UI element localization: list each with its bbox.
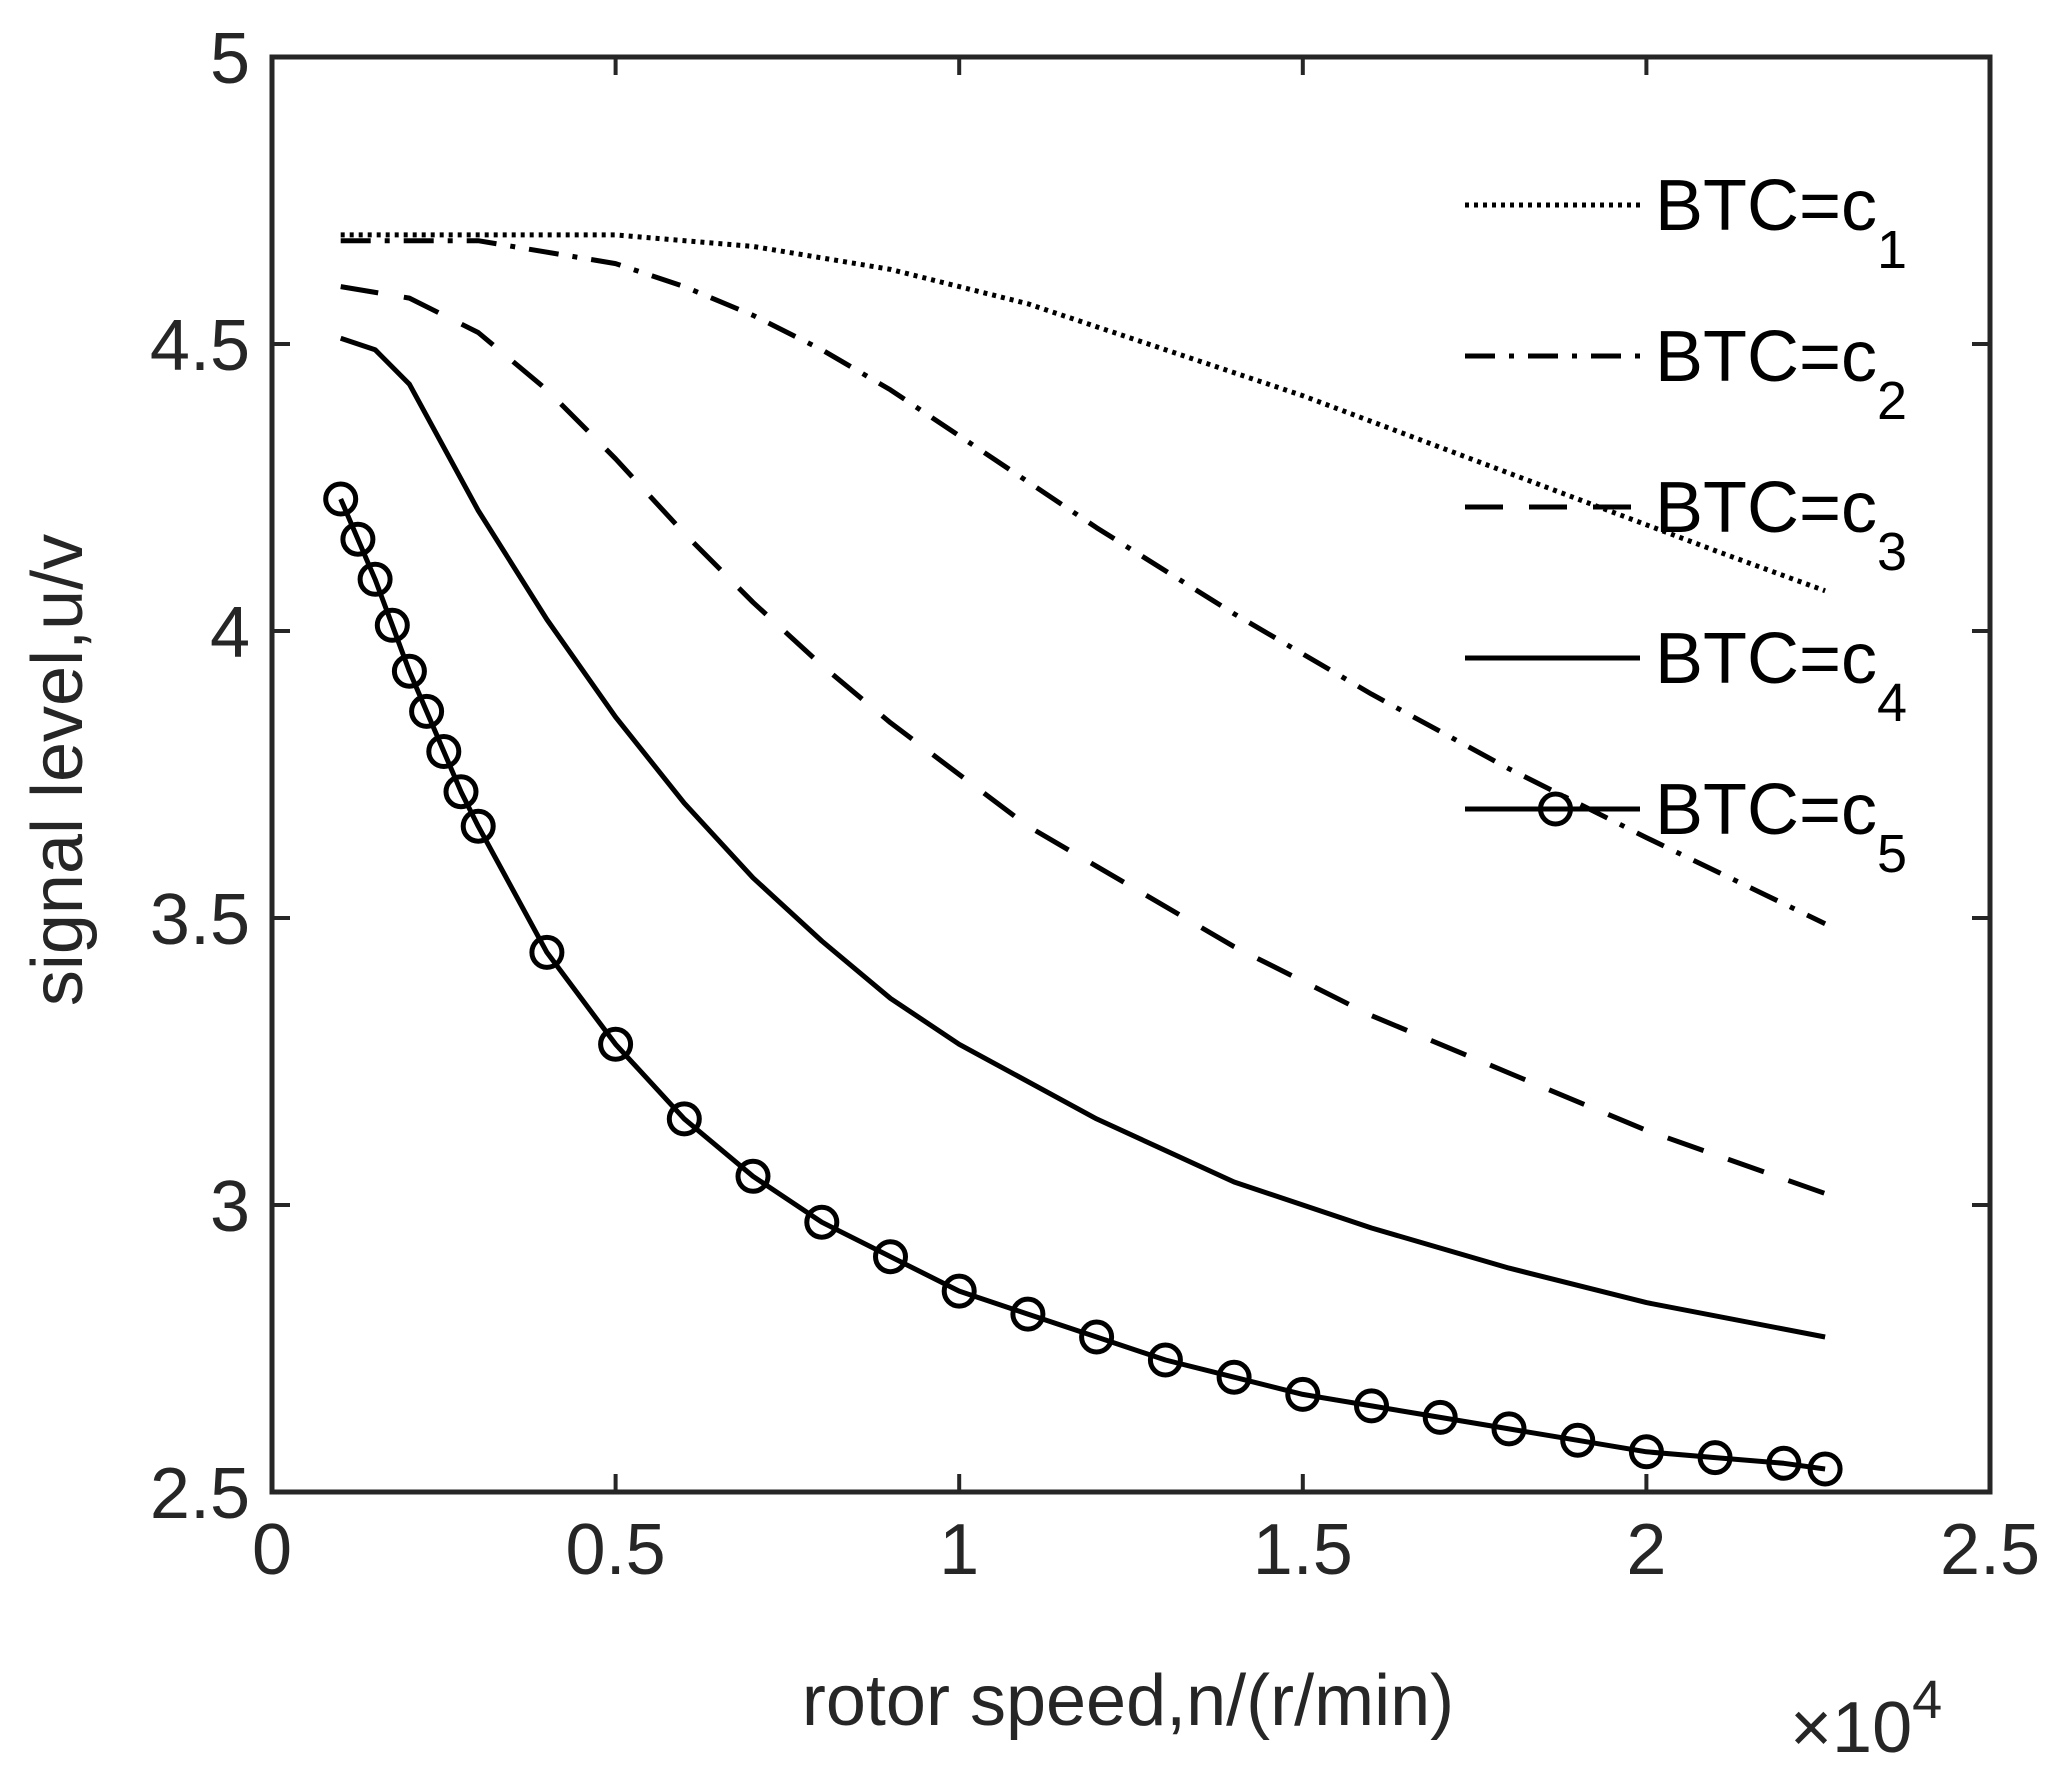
legend-label-4: BTC=c4: [1655, 619, 1907, 733]
legend-label-subscript: 4: [1877, 673, 1907, 733]
legend-marker-5: [1538, 791, 1573, 827]
legend-label-subscript: 1: [1877, 220, 1907, 280]
series-5-marker: [735, 1158, 771, 1194]
series-5-marker: [1560, 1422, 1596, 1458]
series-5-marker: [374, 607, 410, 643]
legend-label-main: BTC=c: [1655, 770, 1877, 850]
series-5-marker: [666, 1101, 702, 1137]
series-line-1: [340, 232, 1826, 594]
series-5-marker: [598, 1026, 634, 1062]
legend-label-3: BTC=c3: [1655, 468, 1907, 582]
y-tick-label: 3.5: [150, 880, 250, 960]
legend-label-main: BTC=c: [1655, 619, 1877, 699]
series-5-marker: [340, 521, 376, 557]
axes-layer: 0 0.5 1 1.5 2 2.5 2.5 3 3.5 4 4.5 5: [150, 19, 2040, 1590]
legend-label-main: BTC=c: [1655, 317, 1877, 397]
series-5-marker: [1354, 1388, 1389, 1424]
legend-label-main: BTC=c: [1655, 468, 1877, 548]
x-tick-label: 1: [939, 1510, 979, 1590]
series-5-marker: [529, 934, 565, 970]
y-tick-label: 4: [210, 593, 250, 673]
series-5-marker: [1807, 1451, 1843, 1487]
legend-label-1: BTC=c1: [1655, 166, 1907, 280]
series-layer: [323, 232, 1843, 1487]
series-5-marker: [804, 1204, 840, 1240]
series-5-marker: [1216, 1359, 1252, 1395]
plot-frame-fill: [272, 57, 1990, 1492]
series-5-marker: [391, 653, 427, 689]
x-axis-label: rotor speed,n/(r/min): [802, 1661, 1454, 1741]
series-5-marker: [460, 808, 496, 844]
series-5-marker: [1628, 1434, 1664, 1470]
x-tick-label: 0: [252, 1510, 292, 1590]
legend-label-subscript: 5: [1877, 824, 1907, 884]
series-5-marker: [323, 481, 359, 517]
series-5-marker: [873, 1239, 908, 1275]
series-5-marker: [1079, 1319, 1115, 1355]
x-tick-label: 1.5: [1253, 1510, 1353, 1590]
series-5-marker: [1422, 1399, 1458, 1435]
y-tick-label: 3: [210, 1167, 250, 1247]
y-axis-label: signal level,u/v: [18, 534, 98, 1006]
x-tick-label: 2: [1626, 1510, 1666, 1590]
legend-label-2: BTC=c2: [1655, 317, 1907, 431]
y-tick-label: 4.5: [150, 306, 250, 386]
series-5-marker: [1010, 1296, 1046, 1332]
x-axis-exponent-base: ×10: [1790, 1688, 1912, 1768]
series-5-marker: [941, 1273, 977, 1309]
series-5-marker: [357, 561, 393, 597]
series-5-marker: [1147, 1342, 1183, 1378]
series-line-2: [340, 238, 1827, 926]
series-5-marker: [1697, 1440, 1733, 1476]
series-5-marker: [1285, 1376, 1321, 1412]
legend-label-5: BTC=c5: [1655, 770, 1907, 884]
x-axis-exponent-power: 4: [1912, 1670, 1942, 1730]
x-tick-label: 2.5: [1940, 1510, 2040, 1590]
x-tick-label: 0.5: [566, 1510, 666, 1590]
legend-label-subscript: 3: [1877, 522, 1907, 582]
y-tick-label: 5: [210, 19, 250, 99]
series-line-4: [339, 335, 1826, 1340]
series-line-3: [340, 284, 1826, 1196]
series-5-marker: [1766, 1445, 1802, 1481]
x-axis-exponent: ×104: [1790, 1670, 1942, 1768]
series-5-marker: [409, 693, 445, 729]
axes-box: [269, 54, 1993, 1495]
series-5-marker: [443, 774, 479, 810]
plot-area: [272, 57, 1990, 1492]
legend-label-subscript: 2: [1877, 371, 1907, 431]
legend-label-main: BTC=c: [1655, 166, 1877, 246]
y-tick-label: 2.5: [150, 1454, 250, 1534]
series-5-marker: [1491, 1411, 1527, 1447]
series-5-marker: [426, 734, 462, 769]
